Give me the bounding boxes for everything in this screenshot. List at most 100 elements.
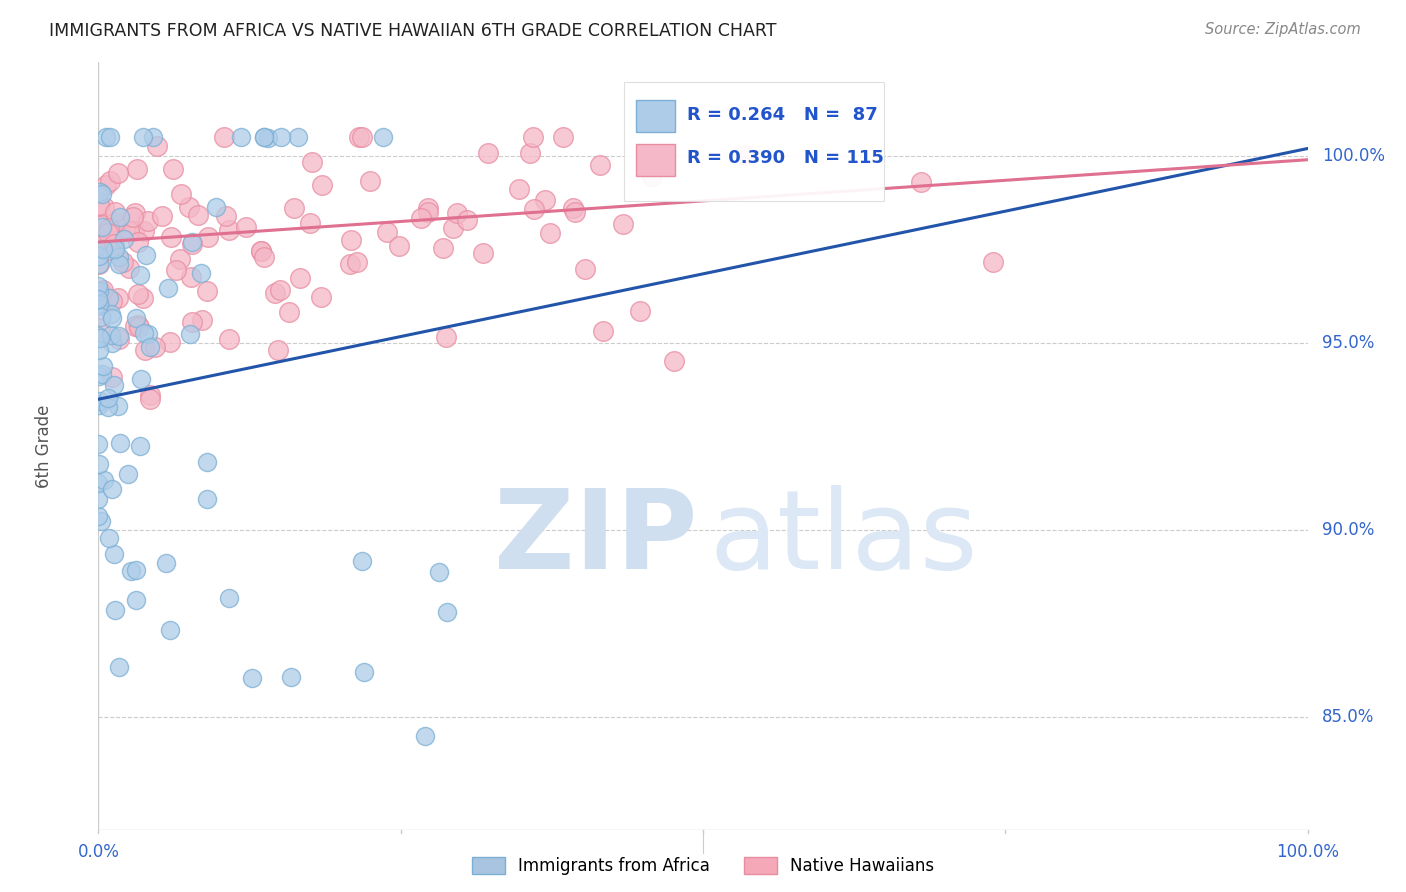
Point bbox=[169, 252, 191, 266]
Point bbox=[135, 248, 157, 262]
Point bbox=[134, 224, 156, 238]
Bar bbox=[637, 144, 675, 176]
Point bbox=[981, 255, 1004, 269]
Point bbox=[87, 436, 110, 450]
Point bbox=[267, 343, 290, 357]
Point bbox=[287, 130, 309, 145]
Point bbox=[734, 148, 756, 162]
Point bbox=[477, 146, 499, 161]
Point bbox=[107, 291, 129, 305]
Point bbox=[264, 285, 287, 300]
Point bbox=[91, 218, 114, 232]
Point bbox=[90, 285, 112, 299]
Point bbox=[910, 175, 932, 189]
Point bbox=[538, 226, 561, 240]
Point bbox=[100, 327, 122, 342]
Point bbox=[269, 283, 291, 297]
Point bbox=[125, 311, 148, 326]
Point bbox=[181, 235, 204, 249]
Point bbox=[562, 201, 585, 215]
Point bbox=[359, 174, 381, 188]
FancyBboxPatch shape bbox=[624, 81, 884, 201]
Point bbox=[418, 204, 440, 219]
Point bbox=[195, 455, 218, 469]
Point bbox=[534, 193, 557, 207]
Point bbox=[87, 491, 110, 506]
Point bbox=[87, 284, 110, 298]
Point bbox=[103, 237, 125, 252]
Point bbox=[89, 257, 111, 271]
Point bbox=[97, 243, 120, 257]
Point bbox=[100, 307, 122, 321]
Point bbox=[564, 205, 586, 219]
Point bbox=[418, 201, 440, 215]
Point bbox=[288, 270, 311, 285]
Point bbox=[181, 315, 204, 329]
Point bbox=[157, 281, 180, 295]
Point bbox=[97, 221, 120, 235]
Point bbox=[93, 200, 115, 214]
Text: R = 0.264   N =  87: R = 0.264 N = 87 bbox=[688, 105, 877, 124]
Point bbox=[94, 130, 117, 145]
Point bbox=[101, 311, 124, 326]
Point bbox=[100, 130, 122, 145]
Point bbox=[522, 130, 544, 145]
Point bbox=[101, 294, 124, 309]
Point bbox=[121, 210, 143, 224]
Point bbox=[142, 130, 165, 145]
Point bbox=[301, 155, 323, 169]
Point bbox=[108, 210, 131, 224]
Point bbox=[641, 169, 664, 183]
Point bbox=[87, 476, 110, 491]
Text: 85.0%: 85.0% bbox=[1322, 708, 1375, 726]
Point bbox=[87, 198, 110, 212]
Point bbox=[283, 201, 305, 215]
Point bbox=[89, 393, 111, 408]
Text: R = 0.390   N = 115: R = 0.390 N = 115 bbox=[688, 149, 884, 168]
Point bbox=[249, 244, 271, 258]
Point bbox=[107, 399, 129, 413]
Text: 100.0%: 100.0% bbox=[1277, 843, 1339, 862]
Point bbox=[97, 401, 120, 415]
Point bbox=[104, 215, 127, 229]
Point bbox=[177, 200, 200, 214]
Point bbox=[108, 257, 131, 271]
Point bbox=[446, 205, 468, 219]
Point bbox=[132, 130, 155, 145]
Point bbox=[205, 200, 228, 214]
Legend: Immigrants from Africa, Native Hawaiians: Immigrants from Africa, Native Hawaiians bbox=[471, 856, 935, 875]
Point bbox=[118, 260, 141, 275]
Point bbox=[91, 367, 114, 381]
Point bbox=[112, 231, 135, 245]
Point bbox=[143, 340, 166, 354]
Bar bbox=[637, 100, 675, 132]
Point bbox=[252, 250, 274, 264]
Point bbox=[87, 369, 110, 384]
Point bbox=[87, 257, 110, 271]
Point bbox=[522, 202, 544, 216]
Point bbox=[190, 266, 212, 280]
Point bbox=[519, 145, 541, 160]
Point bbox=[100, 482, 122, 496]
Point bbox=[87, 298, 110, 312]
Point bbox=[195, 491, 218, 506]
Point bbox=[100, 370, 122, 384]
Point bbox=[136, 326, 159, 341]
Point bbox=[159, 335, 181, 350]
Point bbox=[91, 283, 114, 297]
Point bbox=[122, 224, 145, 238]
Point bbox=[427, 565, 450, 579]
Text: Source: ZipAtlas.com: Source: ZipAtlas.com bbox=[1205, 22, 1361, 37]
Point bbox=[139, 340, 162, 354]
Point bbox=[89, 186, 111, 200]
Point bbox=[311, 178, 333, 192]
Point bbox=[160, 229, 183, 244]
Point bbox=[108, 435, 131, 450]
Point bbox=[187, 208, 209, 222]
Point bbox=[170, 186, 193, 201]
Point bbox=[432, 241, 454, 255]
Point bbox=[339, 257, 361, 271]
Point bbox=[240, 671, 263, 685]
Point bbox=[94, 178, 117, 192]
Text: 90.0%: 90.0% bbox=[1322, 521, 1375, 539]
